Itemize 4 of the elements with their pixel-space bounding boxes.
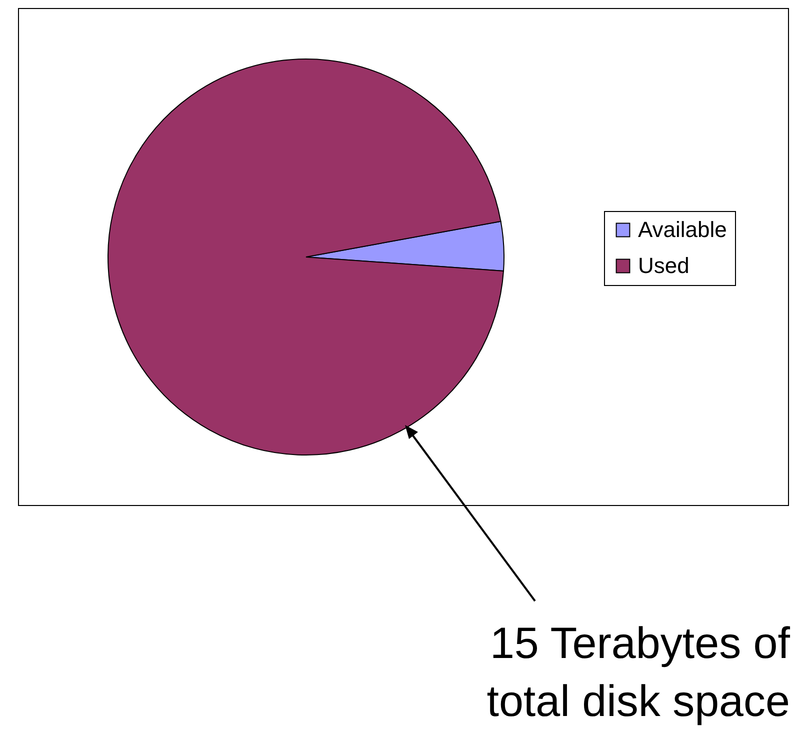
- pie-slice: [108, 58, 504, 456]
- legend-label: Available: [638, 217, 727, 242]
- text: 15 Terabytes of total disk space: [486, 618, 790, 728]
- legend-label: Used: [638, 253, 690, 278]
